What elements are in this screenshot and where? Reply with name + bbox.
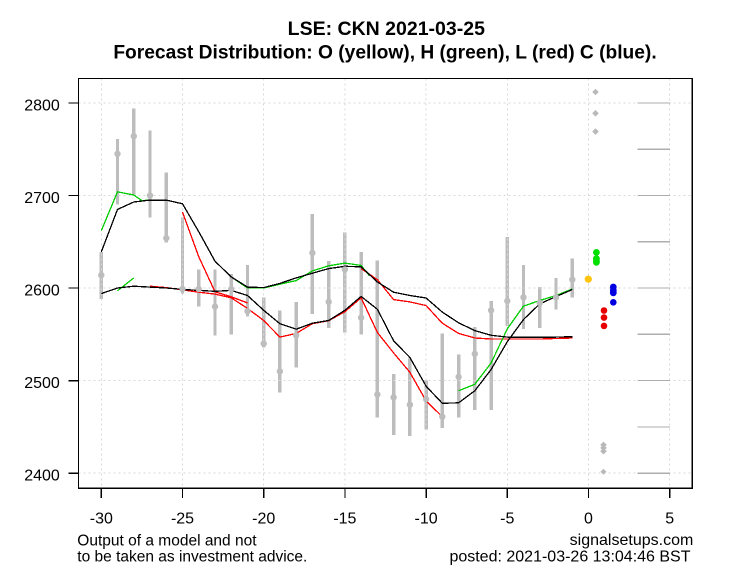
svg-text:-20: -20 [252, 510, 275, 527]
svg-text:-30: -30 [90, 510, 113, 527]
svg-text:Forecast Distribution: O (yell: Forecast Distribution: O (yellow), H (gr… [113, 43, 656, 64]
svg-text:to be taken as investment advi: to be taken as investment advice. [77, 549, 307, 566]
svg-text:signalsetups.com: signalsetups.com [570, 532, 694, 549]
svg-text:Output of a model and not: Output of a model and not [77, 532, 257, 549]
svg-text:2500: 2500 [24, 375, 60, 392]
svg-text:5: 5 [665, 510, 674, 527]
svg-text:2600: 2600 [24, 282, 60, 299]
svg-text:-10: -10 [415, 510, 438, 527]
svg-text:2400: 2400 [24, 468, 60, 485]
svg-text:-5: -5 [500, 510, 514, 527]
svg-text:2700: 2700 [24, 190, 60, 207]
svg-text:0: 0 [584, 510, 593, 527]
svg-text:-15: -15 [333, 510, 356, 527]
svg-text:LSE: CKN 2021-03-25: LSE: CKN 2021-03-25 [288, 18, 485, 40]
svg-text:2800: 2800 [24, 97, 60, 114]
svg-text:posted: 2021-03-26 13:04:46 BS: posted: 2021-03-26 13:04:46 BST [449, 549, 690, 566]
svg-text:-25: -25 [171, 510, 194, 527]
